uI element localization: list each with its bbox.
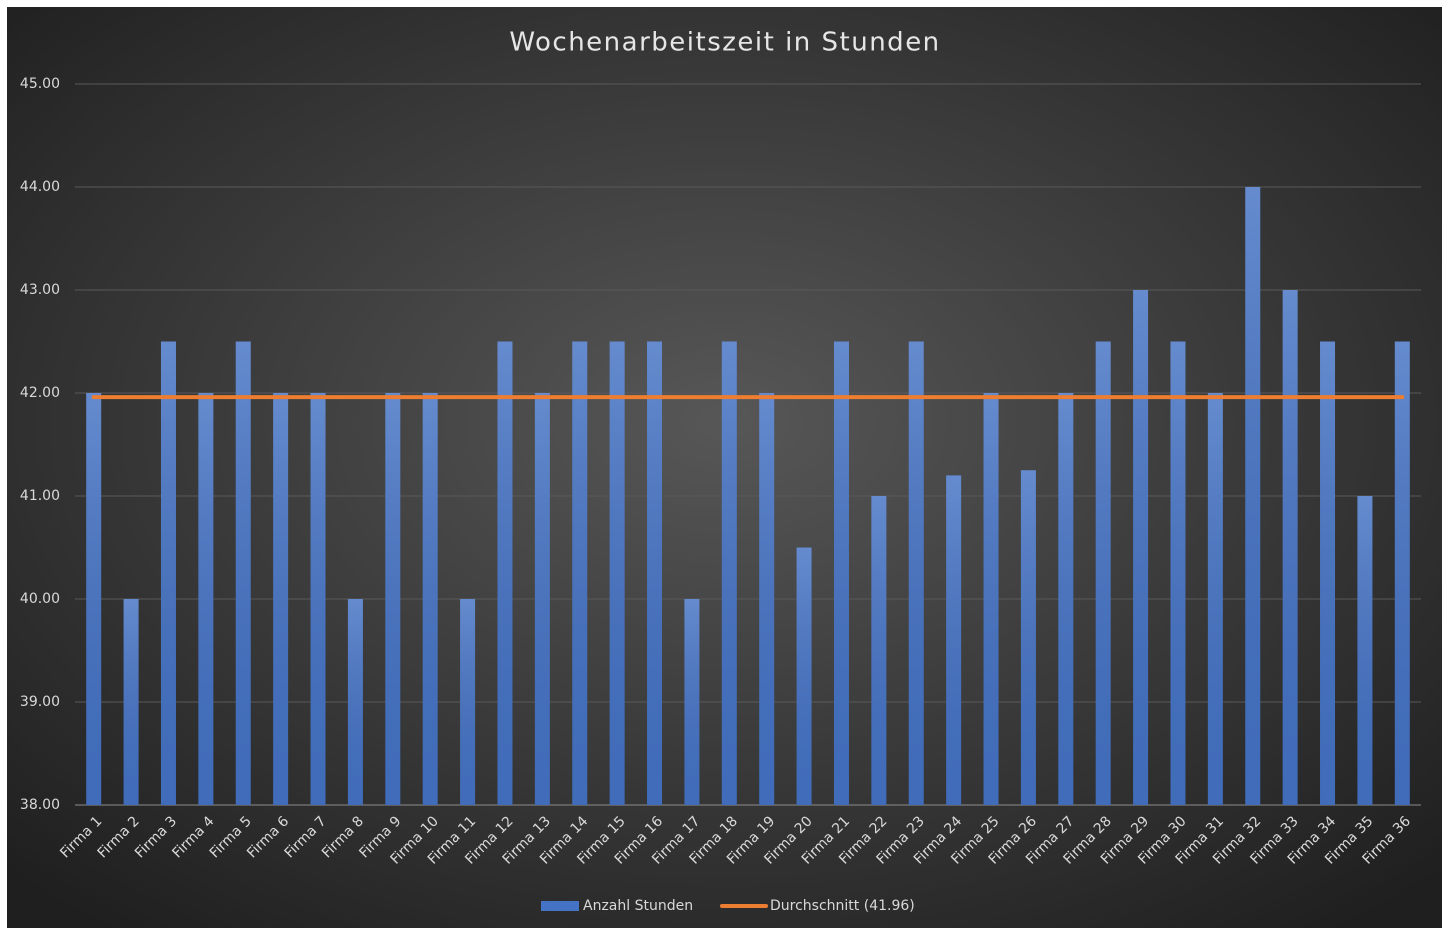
bar-shade: [759, 393, 775, 805]
bar-shade: [422, 393, 438, 805]
bar-shade: [1357, 496, 1373, 805]
bar-shade: [1058, 393, 1074, 805]
legend-label: Anzahl Stunden: [583, 898, 693, 914]
bar-shade: [123, 599, 139, 805]
bar-shade: [160, 341, 176, 805]
bar-shade: [684, 599, 700, 805]
bar-shade: [908, 341, 924, 805]
legend-swatch: [541, 901, 579, 911]
y-tick-label: 43.00: [20, 282, 60, 298]
bar-shade: [609, 341, 625, 805]
bar-shade: [721, 341, 737, 805]
bar-shade: [983, 393, 999, 805]
bar-shade: [1245, 187, 1261, 805]
bar-shade: [1020, 470, 1036, 805]
bar-shade: [385, 393, 401, 805]
bar-shade: [647, 341, 663, 805]
bar-shade: [833, 341, 849, 805]
y-tick-label: 40.00: [20, 591, 60, 607]
legend-label: Durchschnitt (41.96): [770, 898, 915, 914]
bar-shade: [1133, 290, 1149, 805]
bar-shade: [1095, 341, 1111, 805]
bar-shade: [310, 393, 326, 805]
bar-shade: [460, 599, 476, 805]
y-tick-label: 45.00: [20, 76, 60, 92]
bar-shade: [86, 393, 102, 805]
bar-shade: [198, 393, 214, 805]
y-tick-label: 44.00: [20, 179, 60, 195]
bar-shade: [1207, 393, 1223, 805]
bar-shade: [347, 599, 363, 805]
bar-shade: [946, 475, 962, 805]
bar-shade: [871, 496, 887, 805]
bar-shade: [235, 341, 251, 805]
bar-shade: [534, 393, 550, 805]
y-tick-label: 38.00: [20, 797, 60, 813]
bar-shade: [1282, 290, 1298, 805]
bar-shade: [497, 341, 513, 805]
bar-shade: [1170, 341, 1186, 805]
y-tick-label: 41.00: [20, 488, 60, 504]
bar-shade: [273, 393, 289, 805]
bar-shade: [1320, 341, 1336, 805]
bar-shade: [1394, 341, 1410, 805]
y-tick-label: 39.00: [20, 694, 60, 710]
chart-title: Wochenarbeitszeit in Stunden: [509, 28, 940, 58]
bar-shade: [572, 341, 588, 805]
bar-shade: [796, 547, 812, 805]
y-tick-label: 42.00: [20, 385, 60, 401]
